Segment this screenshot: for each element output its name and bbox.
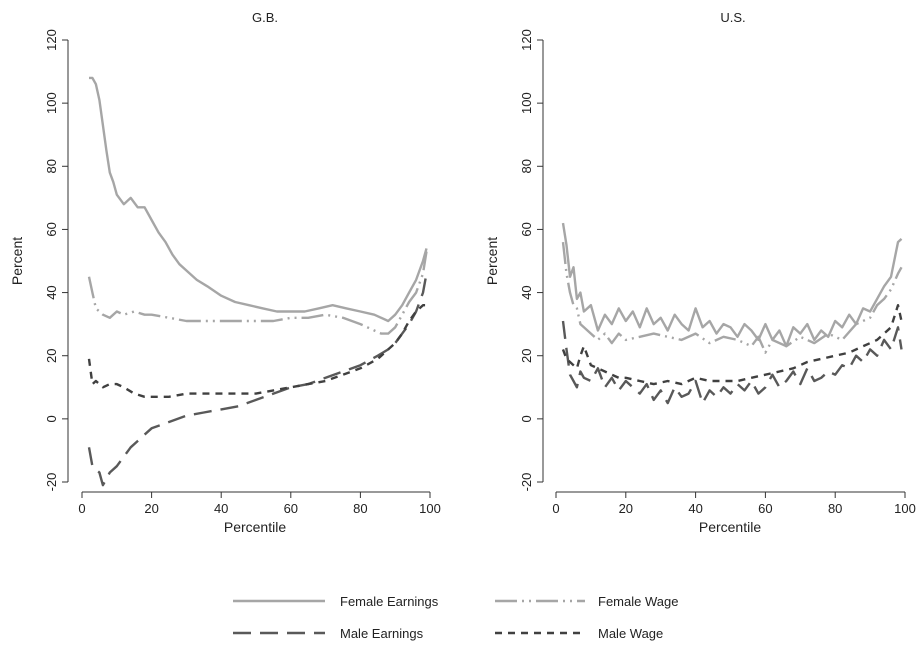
legend-label-male-earnings: Male Earnings	[340, 626, 424, 641]
y-tick-label: 80	[44, 159, 59, 173]
x-axis-title: Percentile	[699, 519, 761, 535]
legend-label-male-wage: Male Wage	[598, 626, 663, 641]
y-tick-label: 40	[44, 285, 59, 299]
series-line-female-wage	[561, 241, 903, 354]
series-line-male-earnings	[561, 320, 903, 405]
y-tick-label: 100	[44, 92, 59, 114]
y-axis-title: Percent	[9, 237, 25, 285]
x-tick-label: 100	[419, 501, 441, 516]
x-tick-label: 20	[619, 501, 633, 516]
legend: Female Earnings Female Wage Male Earnings M…	[233, 594, 678, 641]
x-tick-label: 80	[828, 501, 842, 516]
legend-label-female-earnings: Female Earnings	[340, 594, 439, 609]
series-line-female-earnings	[89, 76, 428, 323]
y-tick-label: 80	[519, 159, 534, 173]
us-panel: U.S. -20 0 20 40 60 80 100 120 0 20 40 60 80 100 Percen…	[484, 10, 916, 535]
y-axis-title: Percent	[484, 237, 500, 285]
y-tick-label: 120	[44, 29, 59, 51]
gb-panel: G.B. -20 0 20 40 60 80 100 120 0 20 40 60 80 100 Percen…	[9, 10, 441, 535]
y-tick-label: 60	[519, 222, 534, 236]
x-axis-title: Percentile	[224, 519, 286, 535]
y-tick-label: 40	[519, 285, 534, 299]
x-tick-label: 100	[894, 501, 916, 516]
y-tick-label: 60	[44, 222, 59, 236]
x-tick-label: 40	[688, 501, 702, 516]
y-tick-label: 120	[519, 29, 534, 51]
y-tick-label: 20	[44, 348, 59, 362]
series-line-female-wage	[87, 251, 428, 335]
x-tick-label: 40	[214, 501, 228, 516]
x-tick-label: 60	[284, 501, 298, 516]
series-line-female-earnings	[561, 222, 903, 348]
x-tick-label: 60	[758, 501, 772, 516]
y-tick-label: 100	[519, 92, 534, 114]
x-tick-label: 0	[552, 501, 559, 516]
y-tick-label: 20	[519, 348, 534, 362]
y-tick-label: -20	[44, 473, 59, 492]
series-line-male-wage	[561, 304, 903, 386]
x-tick-label: 0	[78, 501, 85, 516]
y-tick-label: -20	[519, 473, 534, 492]
y-tick-label: 0	[519, 415, 534, 422]
series-line-male-earnings	[87, 273, 428, 487]
legend-label-female-wage: Female Wage	[598, 594, 678, 609]
y-tick-label: 0	[44, 415, 59, 422]
x-tick-label: 80	[353, 501, 367, 516]
panel-title: G.B.	[252, 10, 278, 25]
x-tick-label: 20	[144, 501, 158, 516]
panel-title: U.S.	[720, 10, 745, 25]
